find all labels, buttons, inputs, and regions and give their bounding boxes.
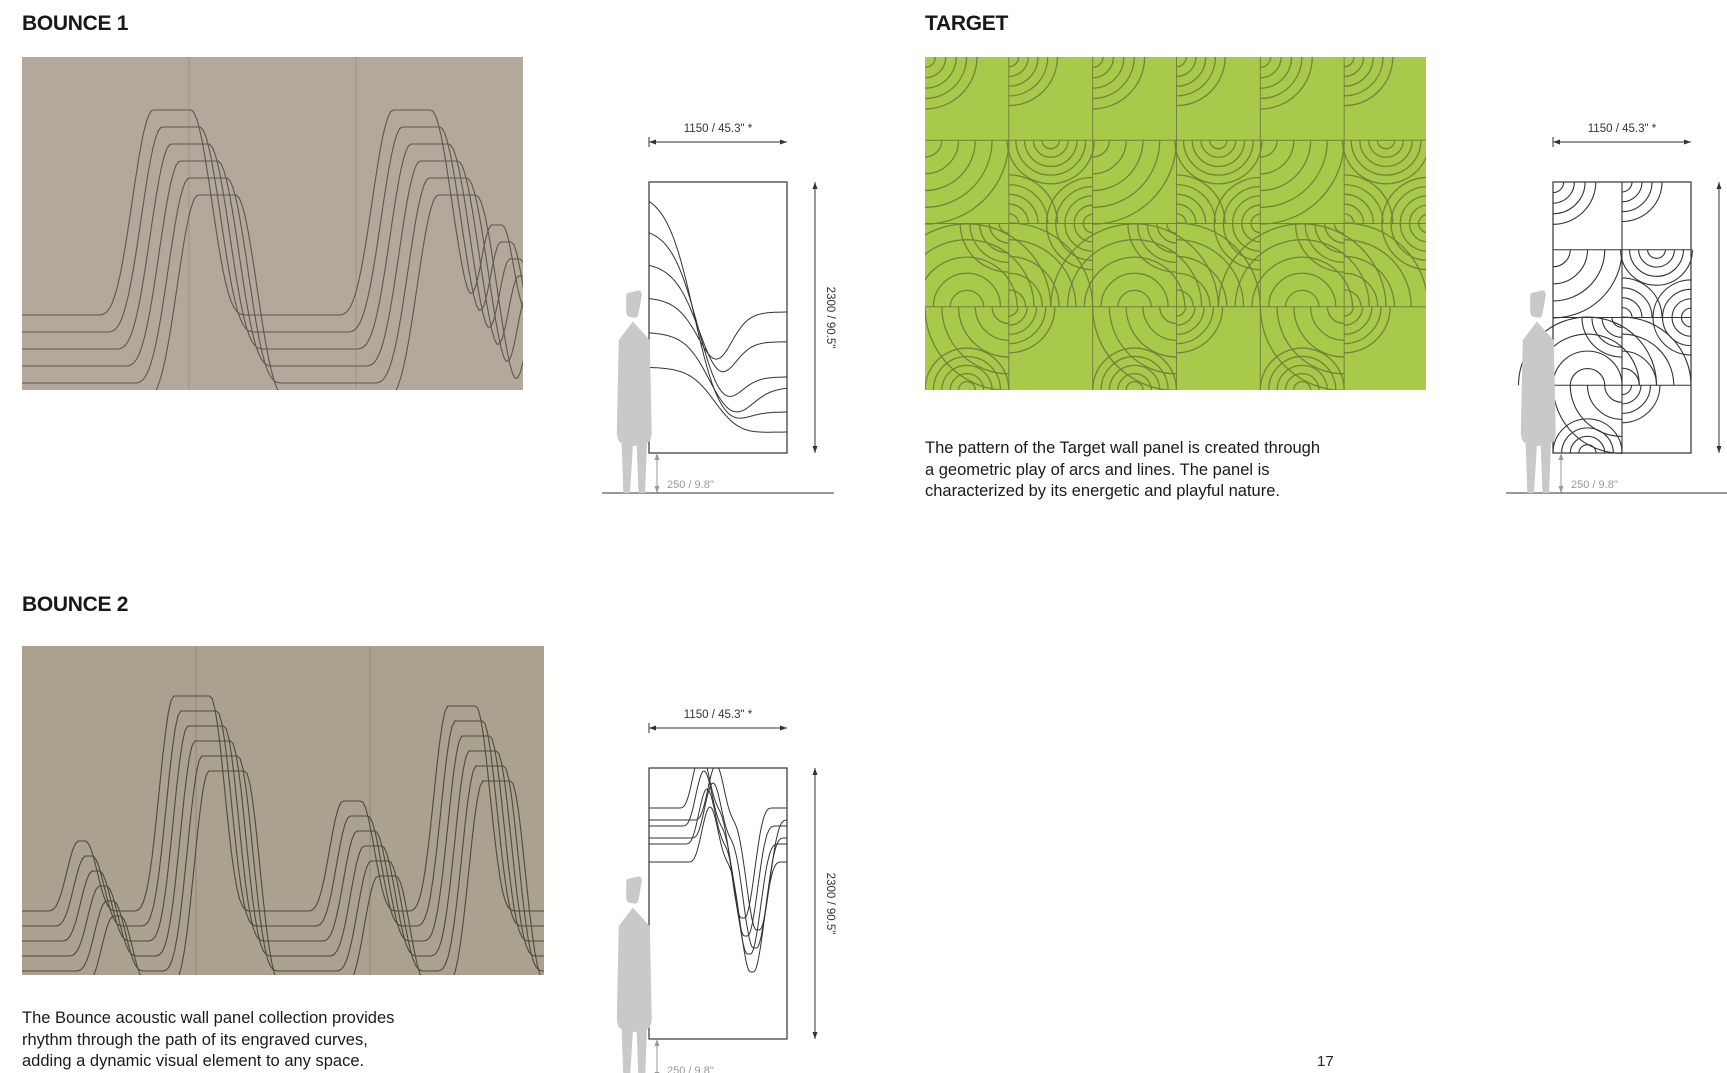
svg-text:2300 / 90.5": 2300 / 90.5"	[824, 873, 836, 935]
svg-text:2300 / 90.5": 2300 / 90.5"	[824, 287, 836, 349]
svg-text:1150 / 45.3" *: 1150 / 45.3" *	[684, 709, 753, 721]
svg-text:1150 / 45.3" *: 1150 / 45.3" *	[1588, 123, 1657, 135]
svg-text:1150 / 45.3" *: 1150 / 45.3" *	[684, 123, 753, 135]
svg-text:250 / 9.8": 250 / 9.8"	[667, 479, 714, 491]
svg-text:250 / 9.8": 250 / 9.8"	[1571, 479, 1618, 491]
svg-text:250 / 9.8": 250 / 9.8"	[667, 1065, 714, 1073]
